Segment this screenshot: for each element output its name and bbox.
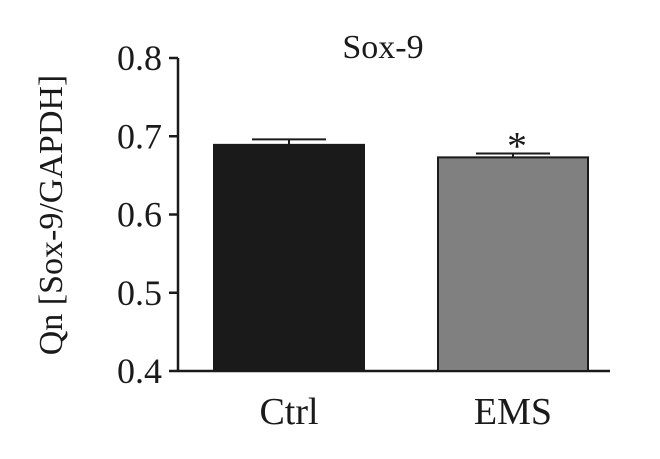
chart-title: Sox-9 [342, 29, 423, 66]
y-axis-label: Qn [Sox-9/GAPDH] [33, 75, 70, 356]
y-axis: 0.4 0.5 0.6 0.7 0.8 [117, 38, 180, 391]
x-tick-label-ems: EMS [474, 391, 552, 433]
x-tick-label-ctrl: Ctrl [259, 391, 318, 433]
y-tick-label: 0.5 [117, 273, 162, 313]
bars-group [213, 138, 589, 372]
bar-ctrl [213, 143, 365, 372]
bar-ems [437, 156, 589, 372]
annotations: * [507, 123, 527, 168]
significance-marker: * [507, 123, 527, 168]
category-labels: Ctrl EMS [259, 391, 552, 433]
y-tick-label: 0.6 [117, 195, 162, 235]
y-tick-label: 0.4 [117, 351, 162, 391]
y-tick-label: 0.8 [117, 38, 162, 78]
y-tick-label: 0.7 [117, 116, 162, 156]
